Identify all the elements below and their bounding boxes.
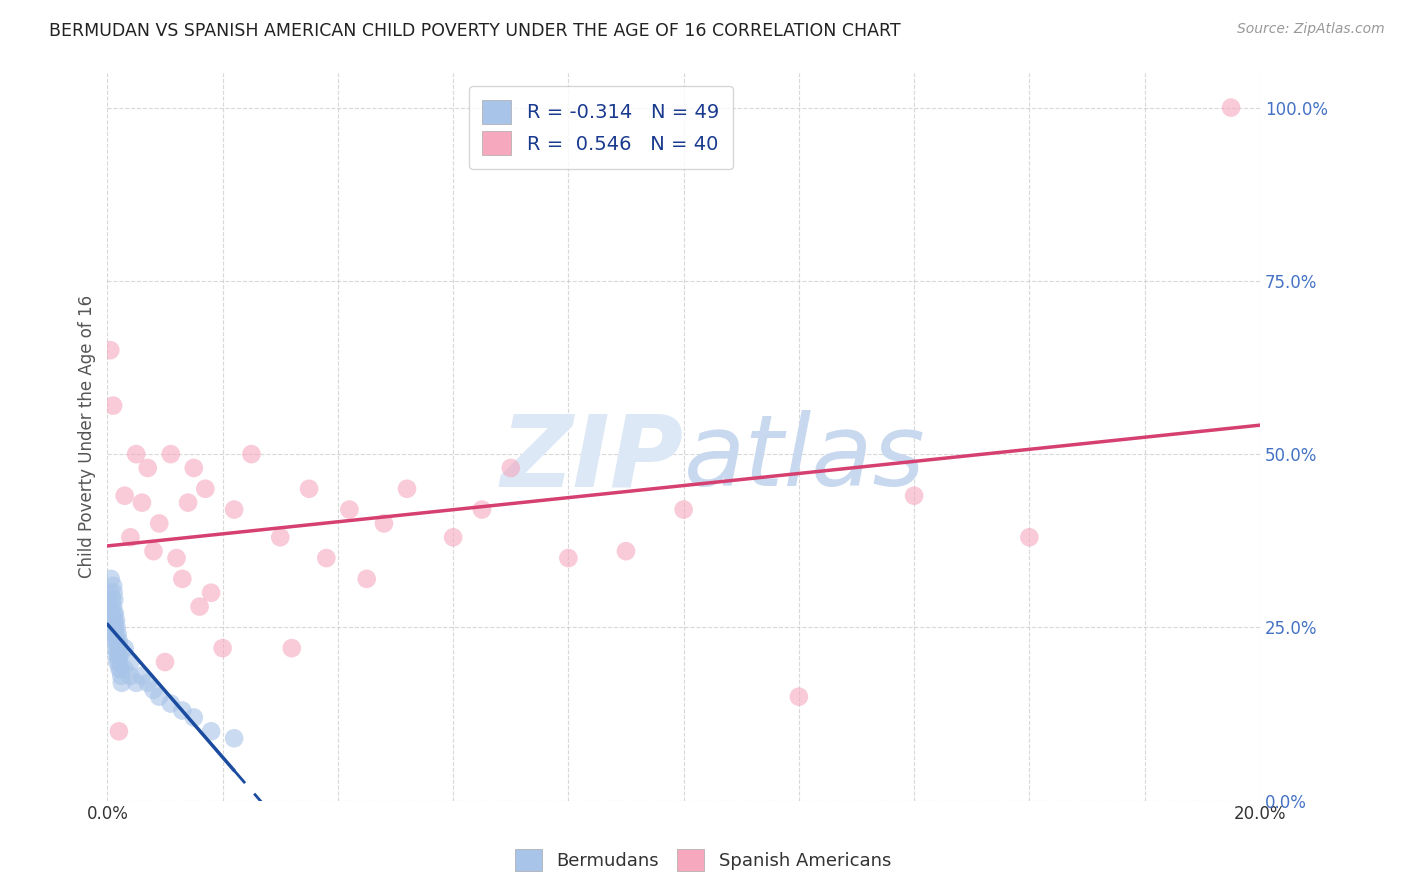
Point xyxy=(395,482,418,496)
Point xyxy=(153,655,176,669)
Point xyxy=(148,690,170,704)
Point xyxy=(105,648,128,662)
Point xyxy=(104,641,127,656)
Legend: Bermudans, Spanish Americans: Bermudans, Spanish Americans xyxy=(508,842,898,879)
Point xyxy=(356,572,378,586)
Point xyxy=(101,399,124,413)
Point xyxy=(108,634,131,648)
Text: Source: ZipAtlas.com: Source: ZipAtlas.com xyxy=(1237,22,1385,37)
Point xyxy=(101,614,124,628)
Point xyxy=(98,585,121,599)
Point xyxy=(120,669,142,683)
Point xyxy=(557,551,579,566)
Point xyxy=(114,489,136,503)
Point xyxy=(103,592,125,607)
Point xyxy=(103,585,125,599)
Point xyxy=(339,502,361,516)
Point xyxy=(103,614,125,628)
Point xyxy=(224,731,246,746)
Point xyxy=(105,614,128,628)
Point xyxy=(103,607,125,621)
Point xyxy=(97,599,120,614)
Point xyxy=(108,655,131,669)
Point xyxy=(200,724,222,739)
Point xyxy=(172,704,194,718)
Point xyxy=(108,662,131,676)
Text: ZIP: ZIP xyxy=(501,410,683,508)
Point xyxy=(105,620,128,634)
Point xyxy=(177,495,200,509)
Point xyxy=(298,482,321,496)
Point xyxy=(110,662,132,676)
Point xyxy=(98,614,121,628)
Point xyxy=(110,669,132,683)
Point xyxy=(1018,530,1040,544)
Text: atlas: atlas xyxy=(683,410,925,508)
Point xyxy=(183,710,205,724)
Point xyxy=(101,627,124,641)
Point xyxy=(269,530,291,544)
Point xyxy=(101,592,124,607)
Point xyxy=(200,585,222,599)
Point xyxy=(114,662,136,676)
Point xyxy=(108,648,131,662)
Point xyxy=(903,489,925,503)
Point xyxy=(120,530,142,544)
Point xyxy=(188,599,211,614)
Point xyxy=(142,544,165,558)
Point xyxy=(136,461,159,475)
Point xyxy=(120,655,142,669)
Legend: R = -0.314   N = 49, R =  0.546   N = 40: R = -0.314 N = 49, R = 0.546 N = 40 xyxy=(468,87,733,169)
Point xyxy=(373,516,395,531)
Point xyxy=(131,669,153,683)
Point xyxy=(105,634,128,648)
Point xyxy=(136,675,159,690)
Point xyxy=(172,572,194,586)
Point xyxy=(183,461,205,475)
Point xyxy=(114,641,136,656)
Point xyxy=(211,641,233,656)
Point xyxy=(281,641,304,656)
Point xyxy=(166,551,188,566)
Point xyxy=(100,607,122,621)
Point xyxy=(159,447,181,461)
Point xyxy=(125,675,148,690)
Point xyxy=(142,682,165,697)
Point xyxy=(105,655,128,669)
Point xyxy=(104,607,127,621)
Point xyxy=(107,627,129,641)
Point xyxy=(131,495,153,509)
Text: BERMUDAN VS SPANISH AMERICAN CHILD POVERTY UNDER THE AGE OF 16 CORRELATION CHART: BERMUDAN VS SPANISH AMERICAN CHILD POVER… xyxy=(49,22,901,40)
Point xyxy=(98,343,121,358)
Point xyxy=(441,530,464,544)
Point xyxy=(1220,101,1243,115)
Point xyxy=(104,620,127,634)
Point xyxy=(108,724,131,739)
Point xyxy=(107,648,129,662)
Point xyxy=(315,551,337,566)
Point xyxy=(100,572,122,586)
Point xyxy=(101,579,124,593)
Point xyxy=(125,447,148,461)
Point xyxy=(111,675,134,690)
Point xyxy=(787,690,810,704)
Point xyxy=(672,502,695,516)
Point xyxy=(240,447,263,461)
Point xyxy=(194,482,217,496)
Point xyxy=(100,620,122,634)
Point xyxy=(499,461,522,475)
Y-axis label: Child Poverty Under the Age of 16: Child Poverty Under the Age of 16 xyxy=(79,295,96,578)
Point xyxy=(159,697,181,711)
Point xyxy=(224,502,246,516)
Point xyxy=(104,627,127,641)
Point xyxy=(105,634,128,648)
Point xyxy=(614,544,637,558)
Point xyxy=(471,502,494,516)
Point xyxy=(148,516,170,531)
Point xyxy=(107,641,129,656)
Point xyxy=(101,599,124,614)
